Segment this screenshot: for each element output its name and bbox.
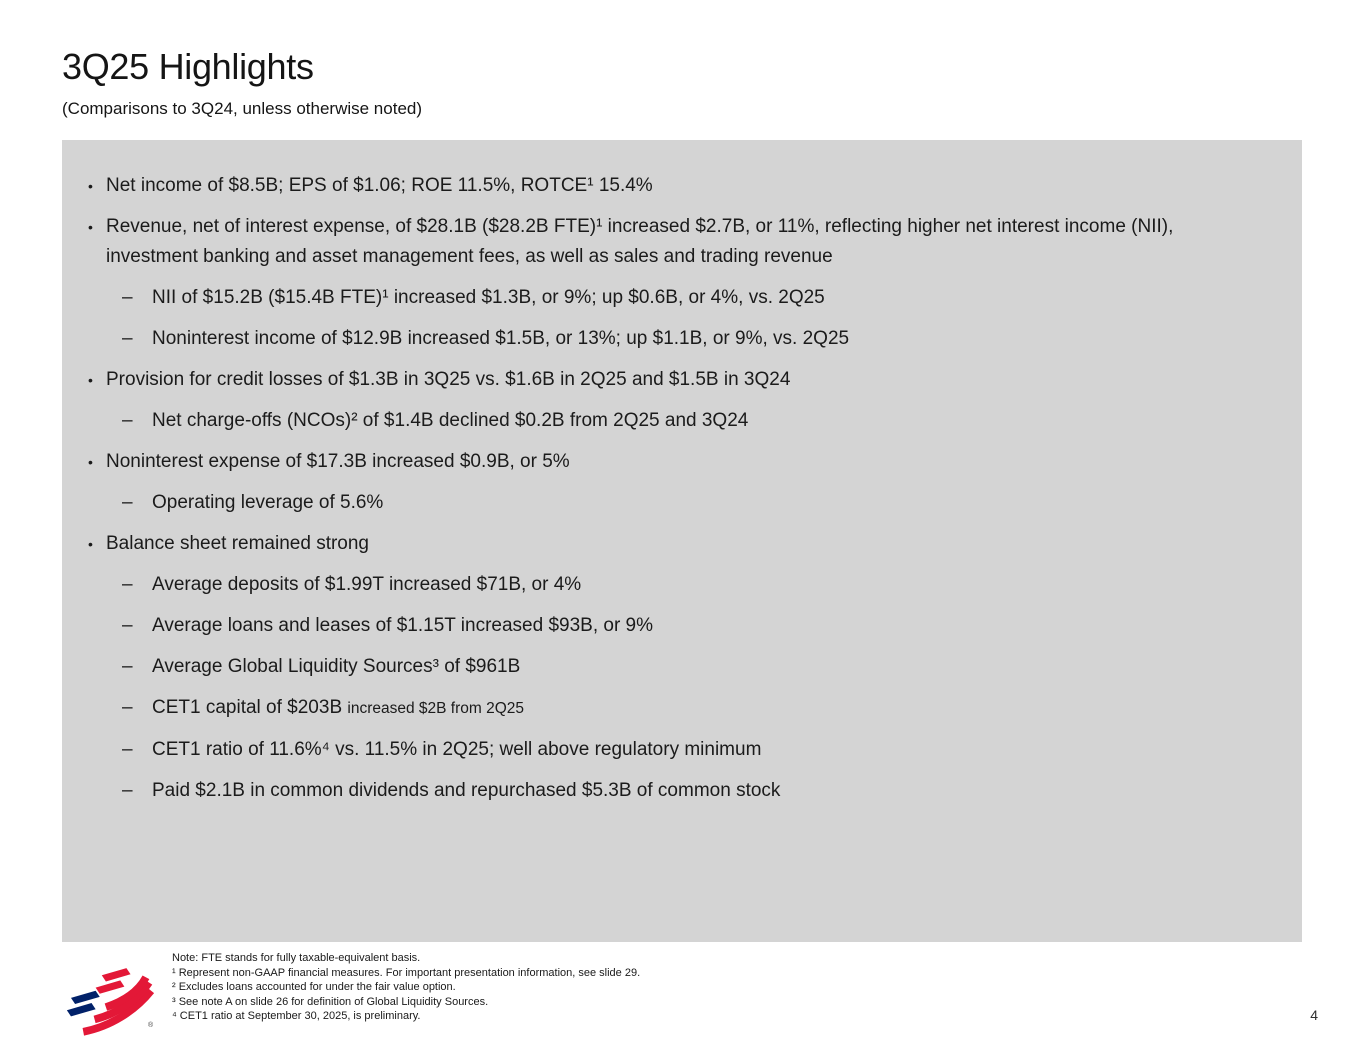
bullet-item-level2: – Operating leverage of 5.6% — [62, 488, 1246, 518]
page-title: 3Q25 Highlights — [62, 46, 314, 87]
bullet-text: Average Global Liquidity Sources³ of $96… — [152, 656, 521, 677]
bullet-dot-marker: • — [88, 536, 93, 552]
bullet-item-level1: • Net income of $8.5B; EPS of $1.06; ROE … — [62, 171, 1246, 201]
bullet-dot-marker: • — [88, 454, 93, 470]
bullet-item-level2: – Noninterest income of $12.9B increased … — [62, 324, 1246, 354]
bullet-dash-marker: – — [122, 410, 133, 431]
footnote-line: ¹ Represent non-GAAP financial measures.… — [172, 966, 641, 979]
bullet-text: Paid $2.1B in common dividends and repur… — [152, 780, 781, 801]
bullet-dot-marker: • — [88, 219, 93, 235]
bullet-item-level2: – CET1 ratio of 11.6%⁴ vs. 11.5% in 2Q25;… — [62, 735, 1246, 765]
bullet-text-small: increased $2B from 2Q25 — [347, 700, 525, 717]
bullet-item-level2: – Net charge-offs (NCOs)² of $1.4B declin… — [62, 406, 1246, 436]
footnote-line: ⁴ CET1 ratio at September 30, 2025, is p… — [172, 1010, 421, 1023]
bullet-item-level1: • Balance sheet remained strong — [62, 529, 1246, 559]
bullet-text: CET1 ratio of 11.6%⁴ vs. 11.5% in 2Q25; … — [152, 739, 762, 760]
bullet-item-level1: • Noninterest expense of $17.3B increased… — [62, 447, 1246, 477]
bullet-item-level2: – Average deposits of $1.99T increased $7… — [62, 570, 1246, 600]
bullet-dash-marker: – — [122, 287, 133, 308]
bullet-dash-marker: – — [122, 780, 133, 801]
highlights-list: • Net income of $8.5B; EPS of $1.06; ROE … — [62, 140, 1302, 806]
flagscape-icon — [66, 968, 155, 1036]
bullet-item-level2: – Paid $2.1B in common dividends and repu… — [62, 776, 1246, 806]
registered-trademark-mark: ® — [148, 1022, 154, 1029]
bank-of-america-logo — [56, 964, 164, 1040]
bullet-item-level1: • Revenue, net of interest expense, of $2… — [62, 212, 1246, 272]
bullet-dash-marker: – — [122, 656, 133, 677]
bullet-text: Average deposits of $1.99T increased $71… — [152, 574, 582, 595]
bullet-dot-marker: • — [88, 178, 93, 194]
bullet-text: Noninterest income of $12.9B increased $… — [152, 328, 850, 349]
bullet-text: Operating leverage of 5.6% — [152, 492, 384, 513]
bullet-item-level2: – Average loans and leases of $1.15T incr… — [62, 611, 1246, 641]
footnotes: Note: FTE stands for fully taxable-equiv… — [172, 951, 640, 1024]
page-subtitle: (Comparisons to 3Q24, unless otherwise n… — [62, 99, 423, 118]
bullet-dot-marker: • — [88, 372, 93, 388]
bullet-item-level2: – CET1 capital of $203B increased $2B fro… — [62, 693, 1246, 724]
bullet-dash-marker: – — [122, 574, 133, 595]
bullet-dash-marker: – — [122, 492, 133, 513]
bullet-text: Balance sheet remained strong — [106, 533, 369, 554]
bullet-text: Revenue, net of interest expense, of $28… — [106, 216, 1174, 267]
bullet-text: Provision for credit losses of $1.3B in … — [106, 369, 791, 390]
bullet-text: Net charge-offs (NCOs)² of $1.4B decline… — [152, 410, 749, 431]
footnote-line: ² Excludes loans accounted for under the… — [172, 981, 456, 994]
bullet-text: Net income of $8.5B; EPS of $1.06; ROE 1… — [106, 175, 653, 196]
page-number: 4 — [1310, 1007, 1318, 1023]
bullet-item-level2: – Average Global Liquidity Sources³ of $9… — [62, 652, 1246, 682]
bullet-dash-marker: – — [122, 328, 133, 349]
bullet-dash-marker: – — [122, 739, 133, 760]
bullet-text: CET1 capital of $203B — [152, 697, 348, 718]
bullet-text: Average loans and leases of $1.15T incre… — [152, 615, 654, 636]
footnote-line: Note: FTE stands for fully taxable-equiv… — [172, 952, 421, 964]
highlights-box: • Net income of $8.5B; EPS of $1.06; ROE … — [62, 140, 1302, 942]
footnote-line: ³ See note A on slide 26 for definition … — [172, 995, 489, 1008]
bullet-dash-marker: – — [122, 615, 133, 636]
bullet-dash-marker: – — [122, 697, 133, 718]
bullet-text: NII of $15.2B ($15.4B FTE)¹ increased $1… — [152, 287, 825, 308]
bullet-text: Noninterest expense of $17.3B increased … — [106, 451, 570, 472]
bullet-item-level1: • Provision for credit losses of $1.3B in… — [62, 365, 1246, 395]
bullet-item-level2: – NII of $15.2B ($15.4B FTE)¹ increased $… — [62, 283, 1246, 313]
